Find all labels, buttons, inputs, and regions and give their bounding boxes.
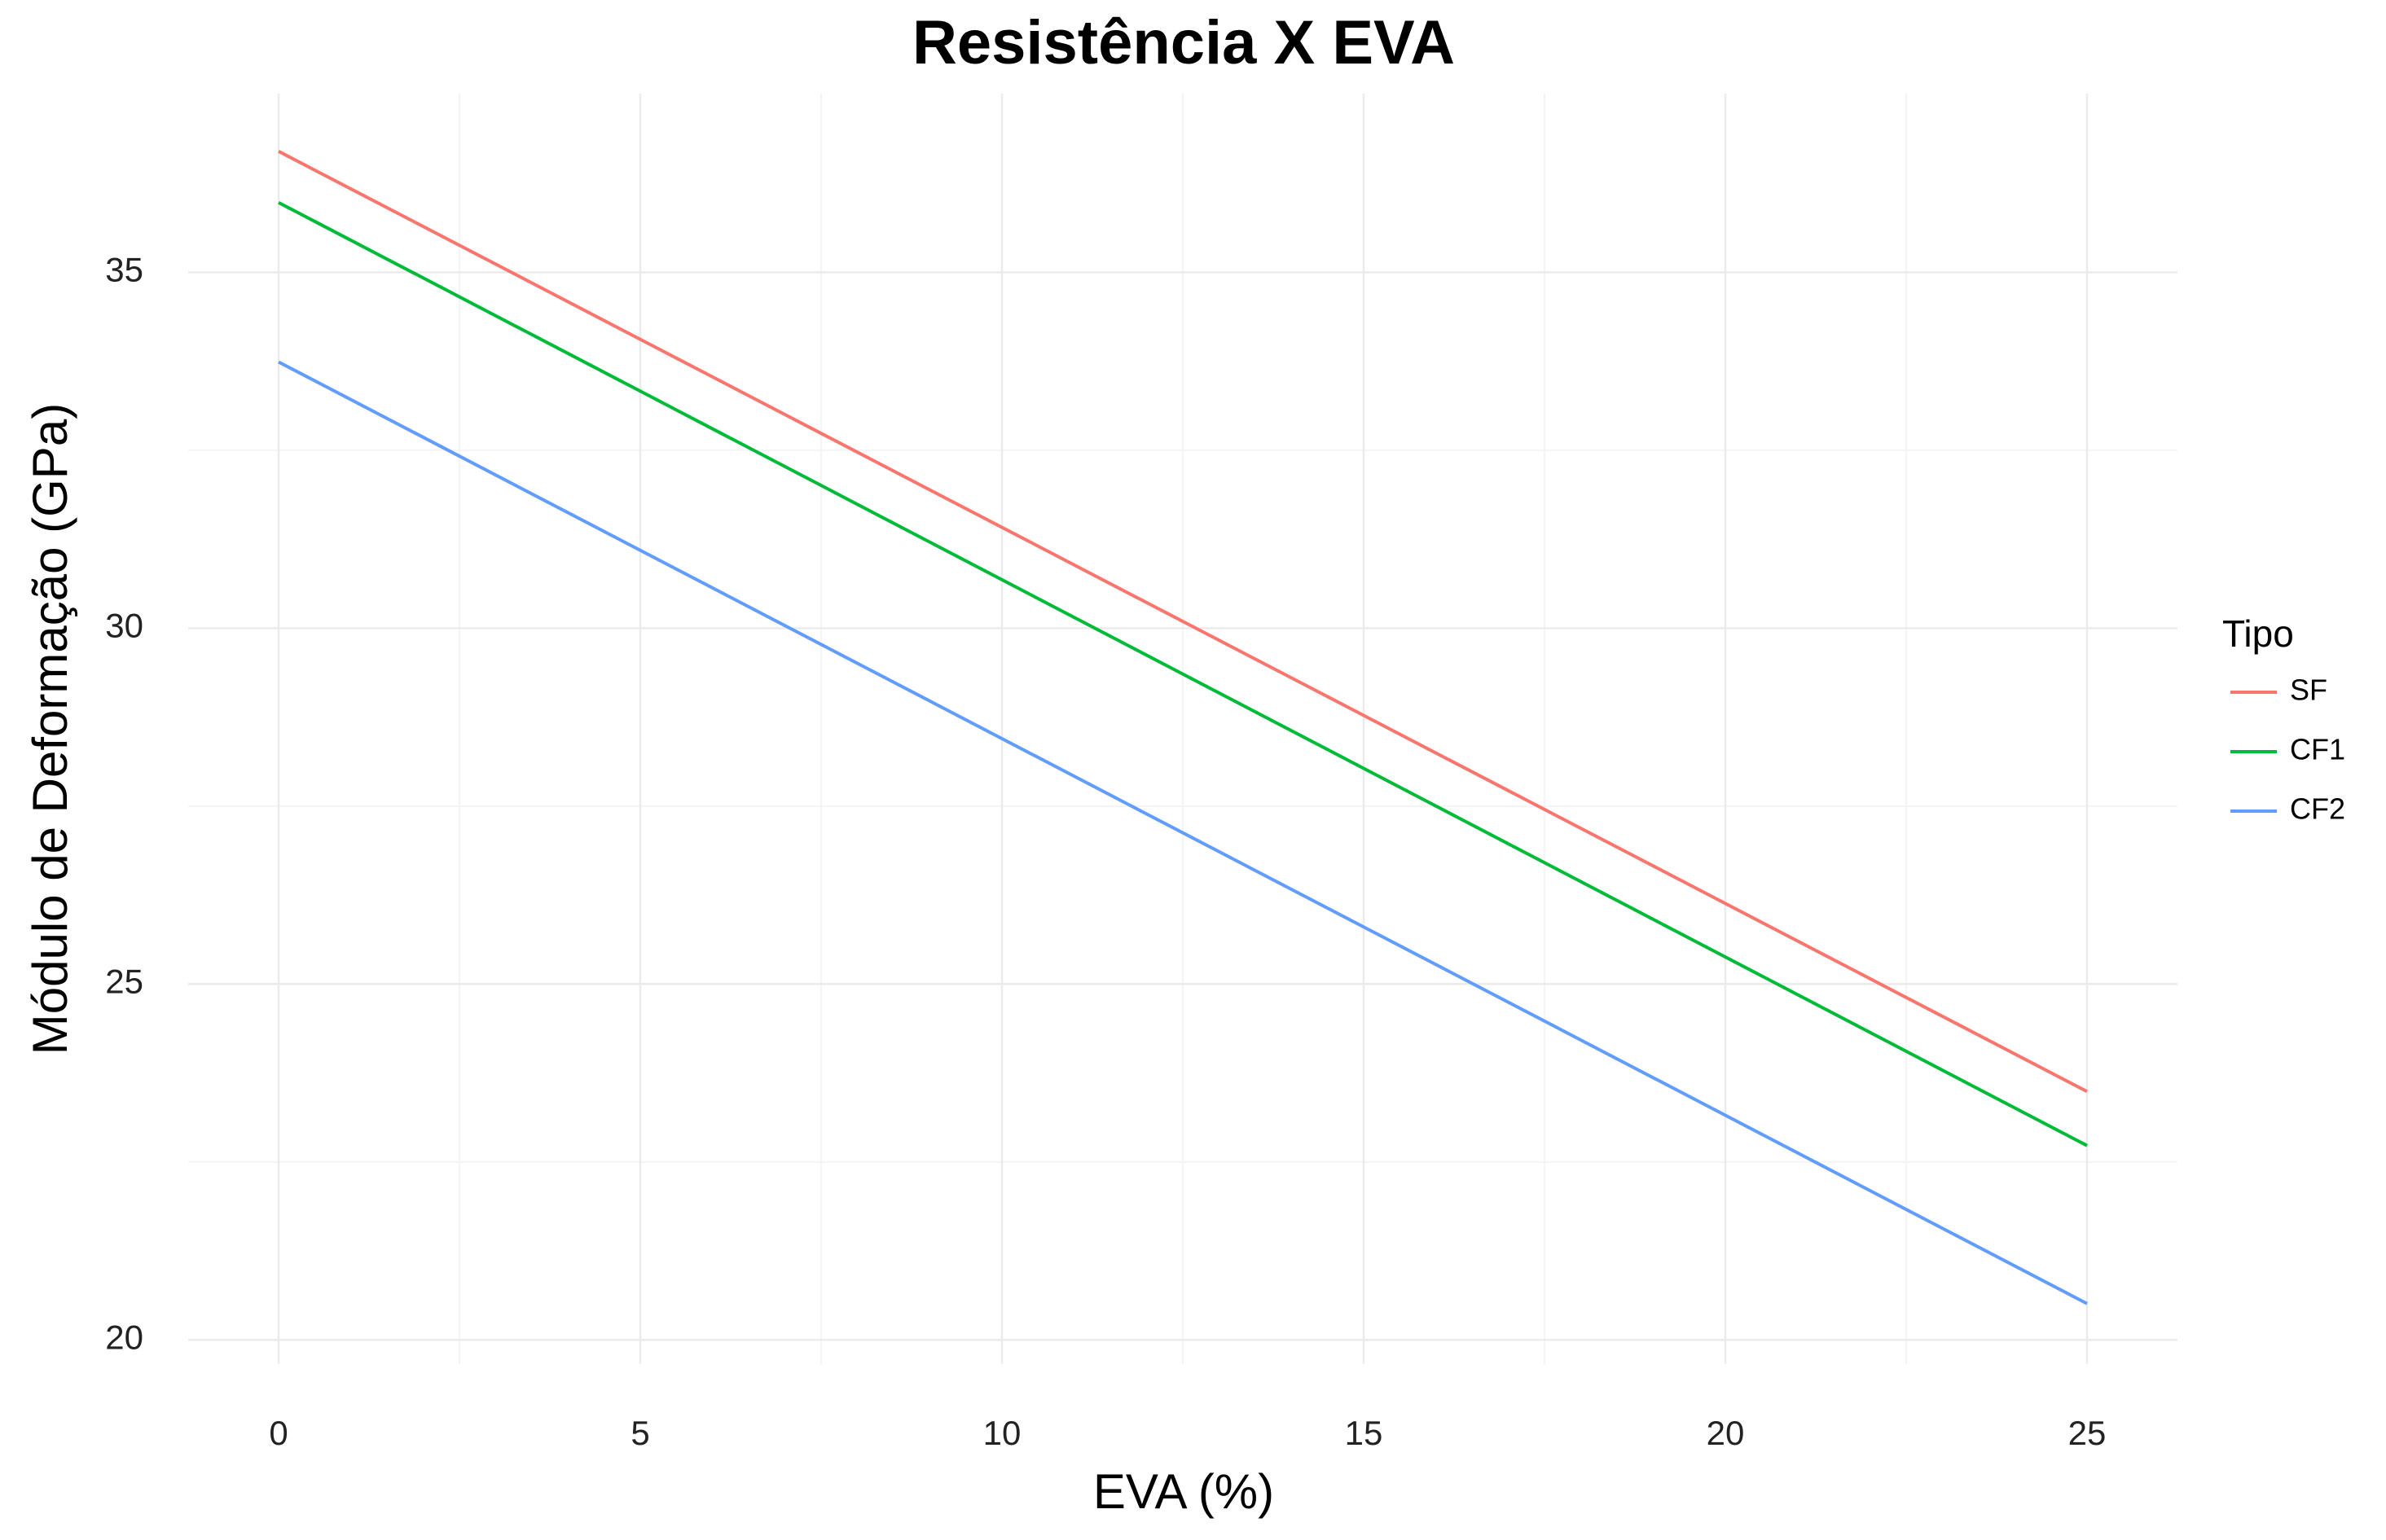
x-tick-label: 20 [1707,1414,1745,1452]
legend-label: CF2 [2290,792,2345,826]
x-tick-label: 15 [1345,1414,1383,1452]
x-tick-label: 0 [269,1414,288,1452]
data-line [278,200,2088,1147]
y-tick-label: 25 [105,962,143,1000]
y-tick-label: 20 [105,1318,143,1356]
data-line [278,150,2088,1094]
y-tick-label: 35 [105,250,143,288]
y-axis-title: Módulo de Deformação (GPa) [23,403,77,1055]
legend-title: Tipo [2222,612,2294,655]
x-tick-label: 5 [631,1414,649,1452]
x-tick-label: 25 [2068,1414,2107,1452]
chart-title: Resistência X EVA [912,8,1455,77]
grid [188,94,2177,1364]
x-tick-label: 10 [983,1414,1022,1452]
legend-label: SF [2290,673,2327,707]
data-line [278,360,2088,1305]
x-axis-title: EVA (%) [1093,1464,1274,1519]
legend-label: CF1 [2290,733,2345,766]
y-tick-label: 30 [105,606,143,644]
